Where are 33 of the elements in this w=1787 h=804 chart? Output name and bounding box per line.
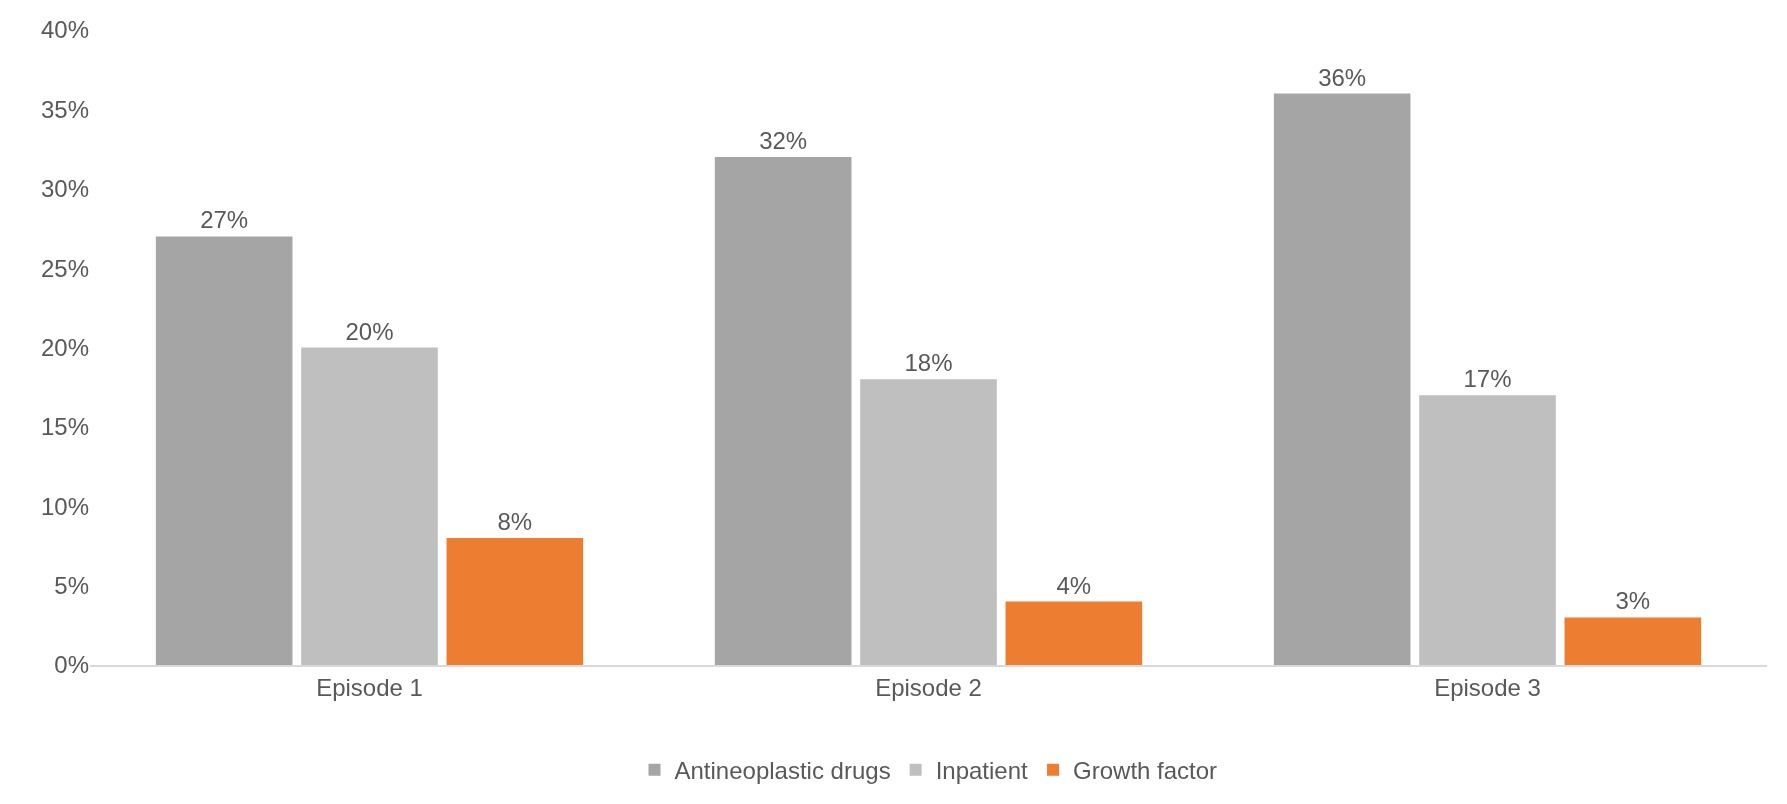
x-tick-label: Episode 2 — [875, 673, 982, 701]
y-tick-label: 5% — [54, 572, 89, 600]
y-tick-label: 40% — [40, 16, 89, 44]
y-tick-label: 30% — [40, 175, 89, 203]
bar — [860, 379, 997, 665]
legend-label: Growth factor — [1073, 757, 1218, 785]
y-tick-label: 35% — [40, 95, 89, 123]
bar — [1419, 395, 1556, 665]
bar — [155, 236, 293, 665]
x-tick-label: Episode 1 — [316, 673, 423, 701]
y-tick-label: 10% — [40, 492, 89, 520]
bar — [1005, 601, 1143, 665]
legend-label: Antineoplastic drugs — [674, 757, 891, 785]
bar — [714, 157, 852, 665]
x-tick-label: Episode 3 — [1434, 673, 1541, 701]
bar — [446, 538, 584, 665]
data-label: 27% — [200, 206, 249, 234]
data-label: 36% — [1318, 63, 1367, 91]
bar — [1564, 617, 1702, 665]
data-label: 8% — [497, 508, 533, 535]
y-tick-label: 15% — [40, 413, 89, 441]
data-label: 18% — [904, 349, 953, 377]
bar — [1273, 93, 1411, 665]
bar — [301, 347, 438, 665]
legend-label: Inpatient — [935, 757, 1029, 785]
y-tick-label: 25% — [40, 254, 89, 282]
y-tick-label: 0% — [54, 651, 89, 679]
data-label: 32% — [759, 127, 808, 154]
data-label: 17% — [1463, 365, 1512, 393]
data-label: 4% — [1056, 571, 1092, 599]
data-label: 20% — [345, 317, 394, 345]
y-tick-label: 20% — [40, 333, 89, 361]
data-label: 3% — [1615, 587, 1651, 615]
